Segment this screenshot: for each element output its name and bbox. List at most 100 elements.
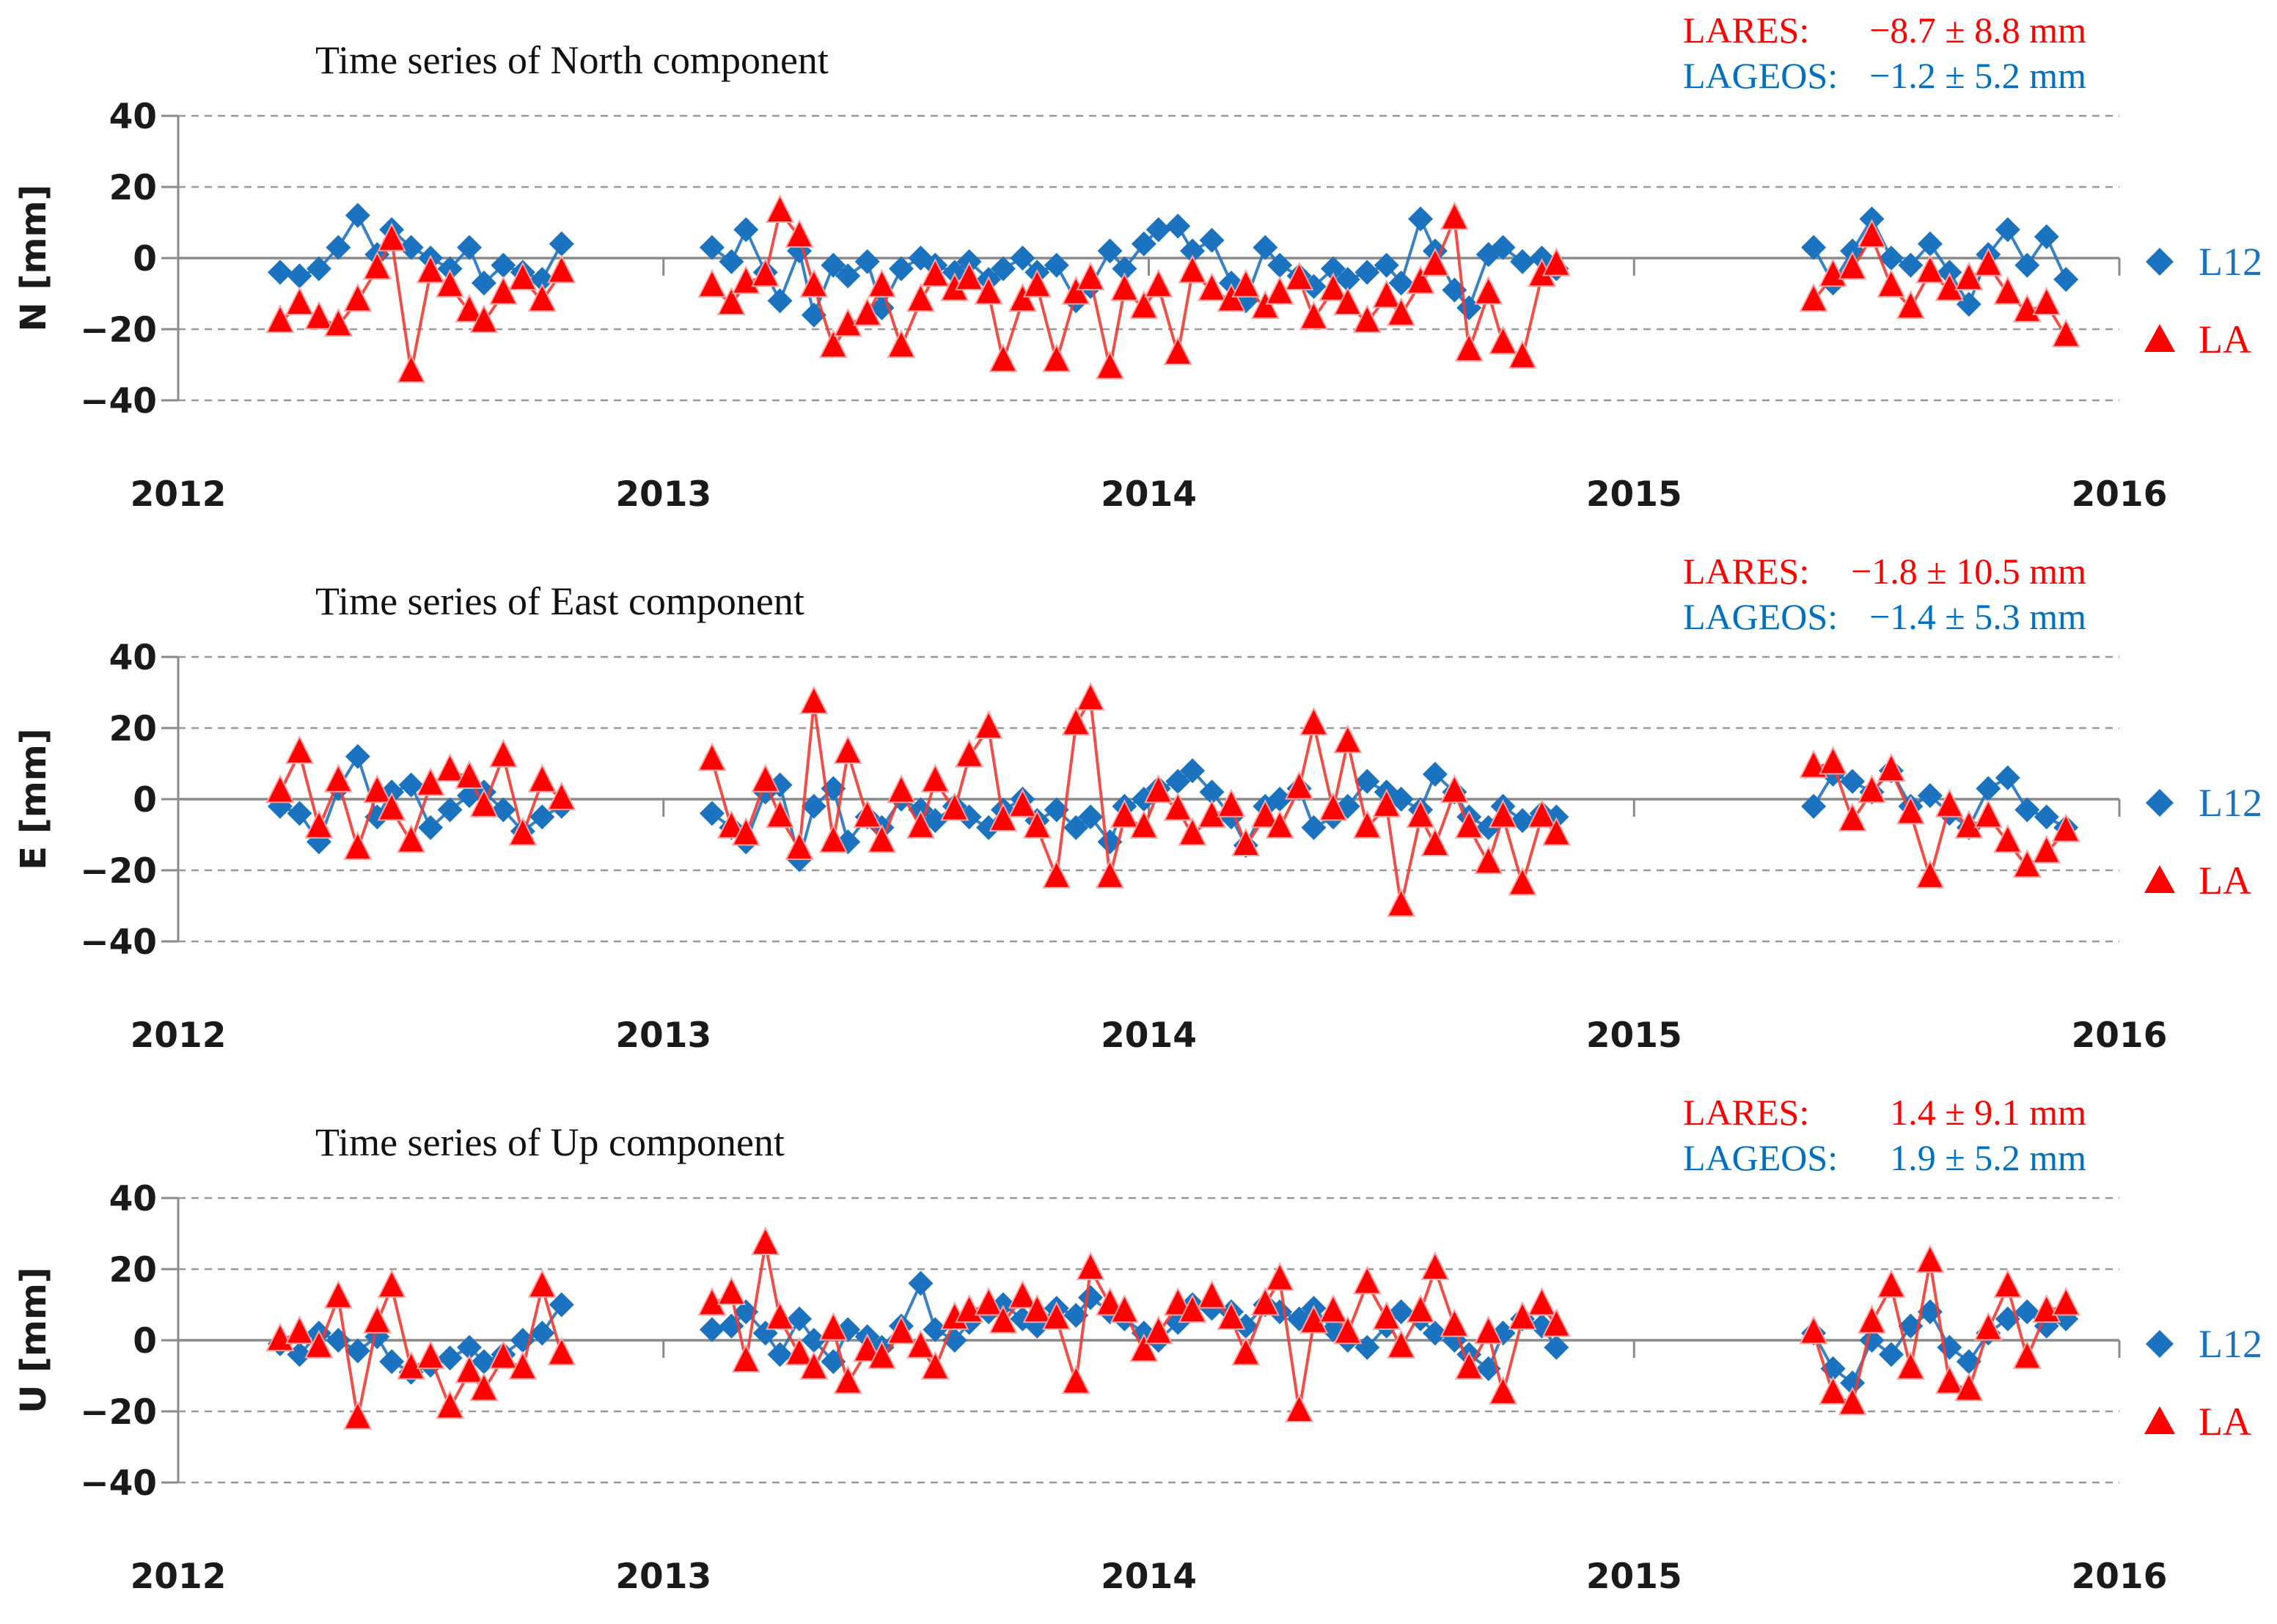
lares-marker — [920, 1351, 950, 1380]
lares-marker — [906, 1329, 936, 1359]
stats-lares-label: LARES: — [1683, 551, 1809, 592]
lares-marker — [1110, 272, 1140, 301]
lageos-marker — [990, 256, 1016, 282]
lares-marker — [716, 1276, 747, 1305]
stats-lares-value: −8.7 ± 8.8 mm — [1869, 10, 2086, 51]
lageos-marker — [418, 815, 444, 840]
lares-marker — [304, 1329, 334, 1359]
lares-marker — [989, 343, 1018, 372]
lageos-marker — [1063, 815, 1089, 840]
lares-marker — [2051, 813, 2080, 842]
lares-marker — [833, 735, 862, 764]
lares-marker — [1454, 809, 1484, 839]
lares-marker — [1299, 1304, 1329, 1334]
lageos-marker — [1024, 1313, 1050, 1339]
y-tick-label: −20 — [80, 310, 157, 350]
lageos-marker — [1388, 270, 1414, 295]
lares-marker — [799, 1351, 829, 1380]
lares-marker — [1541, 247, 1571, 276]
lageos-marker — [1422, 1320, 1448, 1346]
lageos-marker — [2053, 267, 2079, 293]
lares-marker — [1265, 1262, 1294, 1291]
lageos-marker — [398, 235, 424, 260]
lares-marker — [2012, 1340, 2042, 1370]
lares-marker — [1527, 799, 1557, 828]
lageos-marker — [1840, 1370, 1866, 1396]
lageos-marker — [1335, 267, 1360, 293]
lares-marker — [1250, 290, 1280, 319]
lares-series-line — [279, 749, 563, 854]
lares-marker — [488, 276, 518, 305]
lares-marker — [785, 218, 814, 248]
lageos-marker — [821, 1349, 846, 1375]
lares-marker — [853, 297, 882, 326]
lageos-marker — [1995, 217, 2020, 243]
lageos-marker — [398, 772, 424, 798]
legend-lares-label: LA — [2199, 1400, 2251, 1444]
y-tick-label: −40 — [80, 922, 157, 963]
lares-marker — [1896, 1351, 1926, 1380]
lageos-marker — [1801, 235, 1827, 260]
lageos-marker — [1301, 815, 1327, 840]
lageos-marker — [854, 249, 880, 274]
lageos-marker — [1165, 768, 1191, 794]
lares-marker — [527, 763, 557, 793]
lares-marker — [1008, 788, 1038, 817]
plot-area-east: 40 20 0 −20 −40 2012 2013 2014 2015 2016 — [80, 638, 2167, 1056]
chart-panel-north: 40 20 0 −20 −40 2012 2013 2014 2015 2016 Time ser… — [13, 10, 2262, 515]
y-tick-label: 20 — [109, 168, 157, 208]
lares-marker — [1144, 268, 1173, 298]
x-tick-label: 2013 — [615, 474, 711, 515]
lageos-marker — [1995, 765, 2020, 790]
lares-marker — [285, 1315, 315, 1345]
lares-marker — [397, 1351, 426, 1380]
stats-lageos-value: −1.2 ± 5.2 mm — [1869, 55, 2086, 96]
stats-lageos-value: −1.4 ± 5.3 mm — [1869, 596, 2086, 637]
lares-marker — [1061, 1364, 1090, 1395]
x-tick-label: 2013 — [615, 1557, 711, 1597]
lageos-marker — [1840, 768, 1866, 794]
lageos-marker — [457, 1334, 483, 1360]
lageos-marker — [491, 252, 516, 278]
lageos-marker — [2034, 224, 2059, 249]
lares-marker — [1372, 788, 1401, 817]
lares-marker — [1285, 261, 1314, 291]
lageos-marker — [1801, 793, 1827, 819]
lares-marker — [469, 1372, 499, 1401]
lares-marker — [1319, 272, 1348, 301]
x-tick-label: 2014 — [1101, 1557, 1197, 1597]
lares-marker — [1319, 792, 1348, 821]
x-tick-label: 2016 — [2072, 1557, 2168, 1597]
lares-marker — [974, 276, 1003, 305]
lares-marker — [751, 1226, 780, 1256]
lares-marker — [1799, 282, 1828, 312]
lageos-marker — [1354, 1334, 1380, 1360]
lares-marker — [955, 738, 984, 768]
x-tick-label: 2014 — [1101, 1015, 1197, 1056]
legend-lageos-label: L12 — [2199, 240, 2262, 284]
lares-marker — [508, 261, 538, 291]
lageos-marker — [923, 1317, 948, 1342]
lares-marker — [1508, 1301, 1537, 1330]
lares-marker — [527, 282, 557, 312]
lares-marker — [1954, 1372, 1984, 1401]
x-tick-label: 2012 — [131, 1557, 227, 1597]
lares-marker — [1420, 247, 1450, 276]
lares-marker — [435, 752, 465, 782]
lares-marker — [1095, 350, 1125, 380]
lares-marker — [731, 1343, 760, 1373]
lares-marker — [1915, 254, 1945, 284]
lares-marker — [1217, 788, 1246, 817]
lares-marker — [1144, 1315, 1173, 1345]
lares-marker — [1406, 799, 1435, 828]
lares-marker — [547, 781, 576, 810]
lares-marker — [1440, 774, 1470, 804]
lageos-marker — [1878, 246, 1904, 271]
lares-marker — [1265, 809, 1294, 839]
lares-marker — [785, 1337, 814, 1366]
lares-marker — [1440, 1308, 1470, 1337]
lares-marker — [1110, 1293, 1140, 1323]
lares-marker — [751, 763, 780, 793]
lares-marker — [1799, 1315, 1828, 1345]
lares-marker — [1406, 1293, 1435, 1323]
